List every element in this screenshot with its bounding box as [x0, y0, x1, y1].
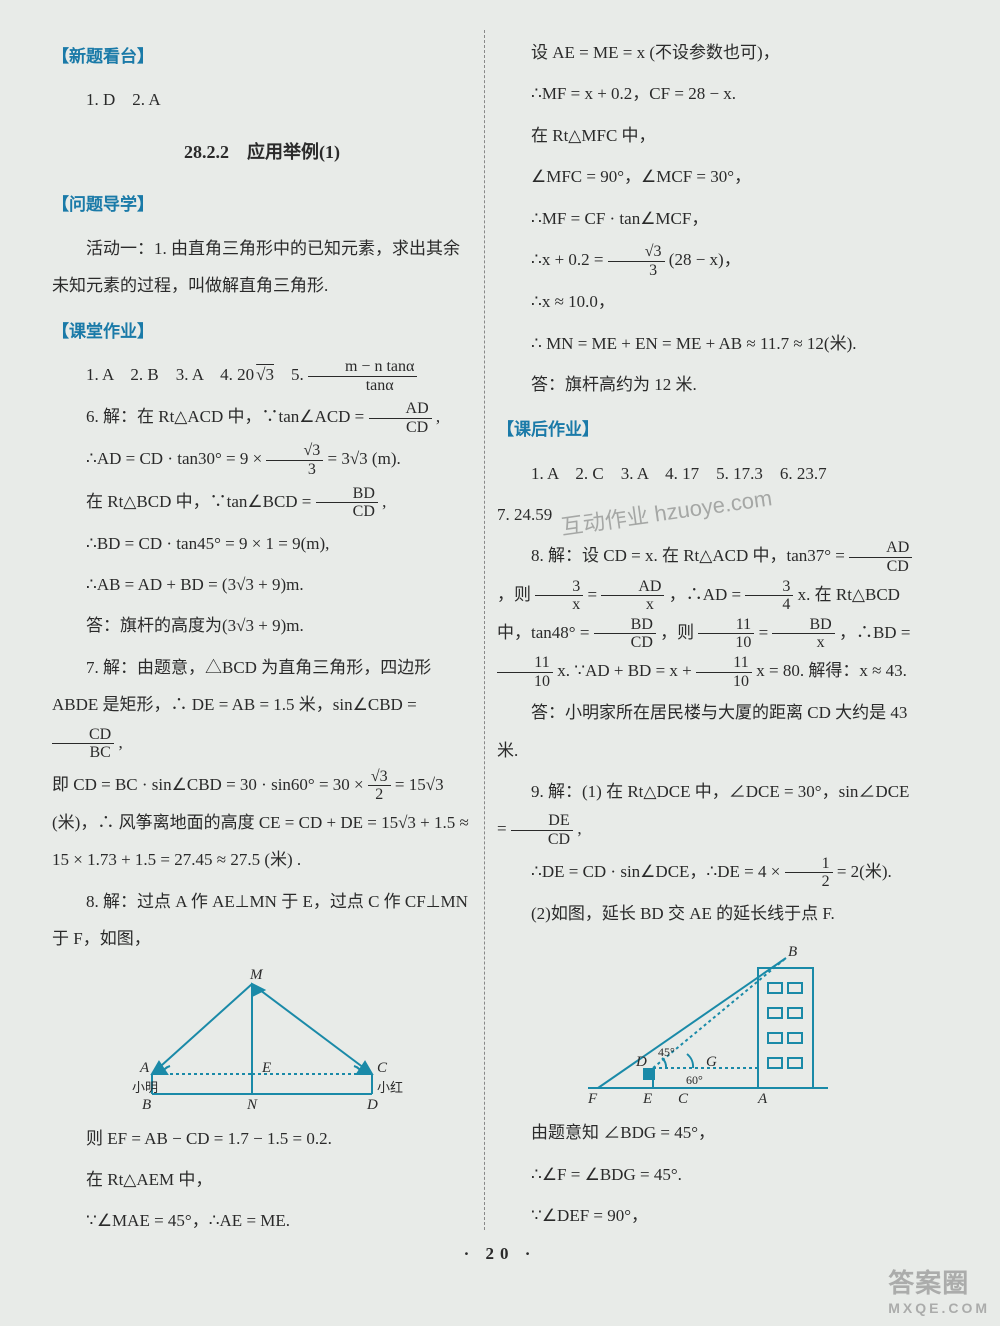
- classwork-answers-row: 1. A 2. B 3. A 4. 203 5. m − n tanαtanα: [52, 356, 472, 394]
- q6-answer: 答：旗杆的高度为(3√3 + 9)m.: [52, 607, 472, 644]
- svg-text:60°: 60°: [686, 1073, 703, 1087]
- svg-text:小红: 小红: [377, 1080, 403, 1095]
- section-head-wentidaoxue: 【问题导学】: [52, 186, 472, 223]
- column-left: 【新题看台】 1. D 2. A 28.2.2 应用举例(1) 【问题导学】 活…: [40, 30, 485, 1230]
- ans-1-4-pre: 1. A 2. B 3. A 4. 20: [86, 365, 254, 384]
- figure-1-flagpole: M A E C B N D 小明 小红: [112, 964, 412, 1114]
- ans-5-pre: 5.: [274, 365, 308, 384]
- answers-xtkt: 1. D 2. A: [52, 81, 472, 118]
- r-line-5: ∴MF = CF · tan∠MCF，: [497, 200, 918, 237]
- chapter-title: 28.2.2 应用举例(1): [52, 133, 472, 173]
- r-line-2: ∴MF = x + 0.2，CF = 28 − x.: [497, 75, 918, 112]
- watermark-bottom-right: 答案圈 MXQE.COM: [888, 1263, 990, 1316]
- q6-line-e: ∴AB = AD + BD = (3√3 + 9)m.: [52, 566, 472, 603]
- q8-line-a: 8. 解：过点 A 作 AE⊥MN 于 E，过点 C 作 CF⊥MN 于 F，如…: [52, 883, 472, 958]
- svg-text:A: A: [757, 1091, 768, 1107]
- svg-text:45°: 45°: [658, 1045, 675, 1059]
- r-line-6: ∴x + 0.2 = √33 (28 − x)，: [497, 241, 918, 279]
- activity-1-text: 活动一：1. 由直角三角形中的已知元素，求出其余未知元素的过程，叫做解直角三角形…: [52, 230, 472, 305]
- svg-text:F: F: [587, 1091, 598, 1107]
- q6-line-c: 在 Rt△BCD 中，∵tan∠BCD = BDCD ,: [52, 483, 472, 521]
- svg-text:E: E: [642, 1091, 652, 1107]
- figure-2-building: B D G F E C A 45° 60°: [558, 938, 858, 1108]
- svg-text:C: C: [678, 1091, 689, 1107]
- column-right: 设 AE = ME = x (不设参数也可)， ∴MF = x + 0.2，CF…: [485, 30, 930, 1230]
- svg-text:D: D: [366, 1097, 378, 1113]
- hw-q9-d: 由题意知 ∠BDG = 45°，: [497, 1114, 918, 1151]
- r-line-3: 在 Rt△MFC 中，: [497, 117, 918, 154]
- r-line-7: ∴x ≈ 10.0，: [497, 283, 918, 320]
- hw-answers-a: 1. A 2. C 3. A 4. 17 5. 17.3 6. 23.7: [497, 455, 918, 492]
- hw-q8-answer: 答：小明家所在居民楼与大厦的距离 CD 大约是 43 米.: [497, 694, 918, 769]
- svg-text:M: M: [249, 967, 264, 983]
- hw-answers-b: 7. 24.59: [497, 496, 918, 533]
- section-head-homework: 【课后作业】: [497, 411, 918, 448]
- svg-text:A: A: [139, 1060, 150, 1076]
- hw-q8: 8. 解：设 CD = x. 在 Rt△ACD 中，tan37° = ADCD …: [497, 537, 918, 690]
- hw-q9-e: ∴∠F = ∠BDG = 45°.: [497, 1156, 918, 1193]
- watermark-main: 答案圈: [888, 1268, 969, 1298]
- section-head-classwork: 【课堂作业】: [52, 313, 472, 350]
- hw-q9-b: ∴DE = CD · sin∠DCE，∴DE = 4 × 12 = 2(米).: [497, 853, 918, 891]
- r-line-9: 答：旗杆高约为 12 米.: [497, 366, 918, 403]
- svg-text:D: D: [635, 1054, 647, 1070]
- hw-q9-c: (2)如图，延长 BD 交 AE 的延长线于点 F.: [497, 895, 918, 932]
- ans-5-frac: m − n tanαtanα: [308, 358, 417, 394]
- svg-text:B: B: [142, 1097, 151, 1113]
- hw-q9-f: ∵∠DEF = 90°，: [497, 1197, 918, 1234]
- page-number: · 20 ·: [40, 1244, 960, 1264]
- svg-text:G: G: [706, 1054, 717, 1070]
- svg-text:B: B: [788, 944, 797, 960]
- q8-line-c: 在 Rt△AEM 中，: [52, 1161, 472, 1198]
- q7-line-a: 7. 解：由题意，△BCD 为直角三角形，四边形 ABDE 是矩形，∴ DE =…: [52, 649, 472, 762]
- r-line-4: ∠MFC = 90°，∠MCF = 30°，: [497, 158, 918, 195]
- watermark-sub: MXQE.COM: [888, 1300, 990, 1316]
- q6-line-d: ∴BD = CD · tan45° = 9 × 1 = 9(m),: [52, 525, 472, 562]
- q8-line-d: ∵∠MAE = 45°，∴AE = ME.: [52, 1202, 472, 1239]
- hw-q9-a: 9. 解：(1) 在 Rt△DCE 中，∠DCE = 30°，sin∠DCE =…: [497, 773, 918, 849]
- q6-line-b: ∴AD = CD · tan30° = 9 × √33 = 3√3 (m).: [52, 440, 472, 478]
- q8-line-b: 则 EF = AB − CD = 1.7 − 1.5 = 0.2.: [52, 1120, 472, 1157]
- section-head-xintikantai: 【新题看台】: [52, 38, 472, 75]
- page: 【新题看台】 1. D 2. A 28.2.2 应用举例(1) 【问题导学】 活…: [40, 30, 960, 1230]
- svg-text:E: E: [261, 1060, 271, 1076]
- r-line-8: ∴ MN = ME + EN = ME + AB ≈ 11.7 ≈ 12(米).: [497, 325, 918, 362]
- svg-text:C: C: [377, 1060, 388, 1076]
- q7-line-b: 即 CD = BC · sin∠CBD = 30 · sin60° = 30 ×…: [52, 766, 472, 879]
- sqrt-3: 3: [254, 365, 274, 384]
- svg-text:小明: 小明: [132, 1080, 158, 1095]
- q6-line-a: 6. 解：在 Rt△ACD 中，∵tan∠ACD = ADCD ,: [52, 398, 472, 436]
- svg-text:N: N: [246, 1097, 258, 1113]
- r-line-1: 设 AE = ME = x (不设参数也可)，: [497, 34, 918, 71]
